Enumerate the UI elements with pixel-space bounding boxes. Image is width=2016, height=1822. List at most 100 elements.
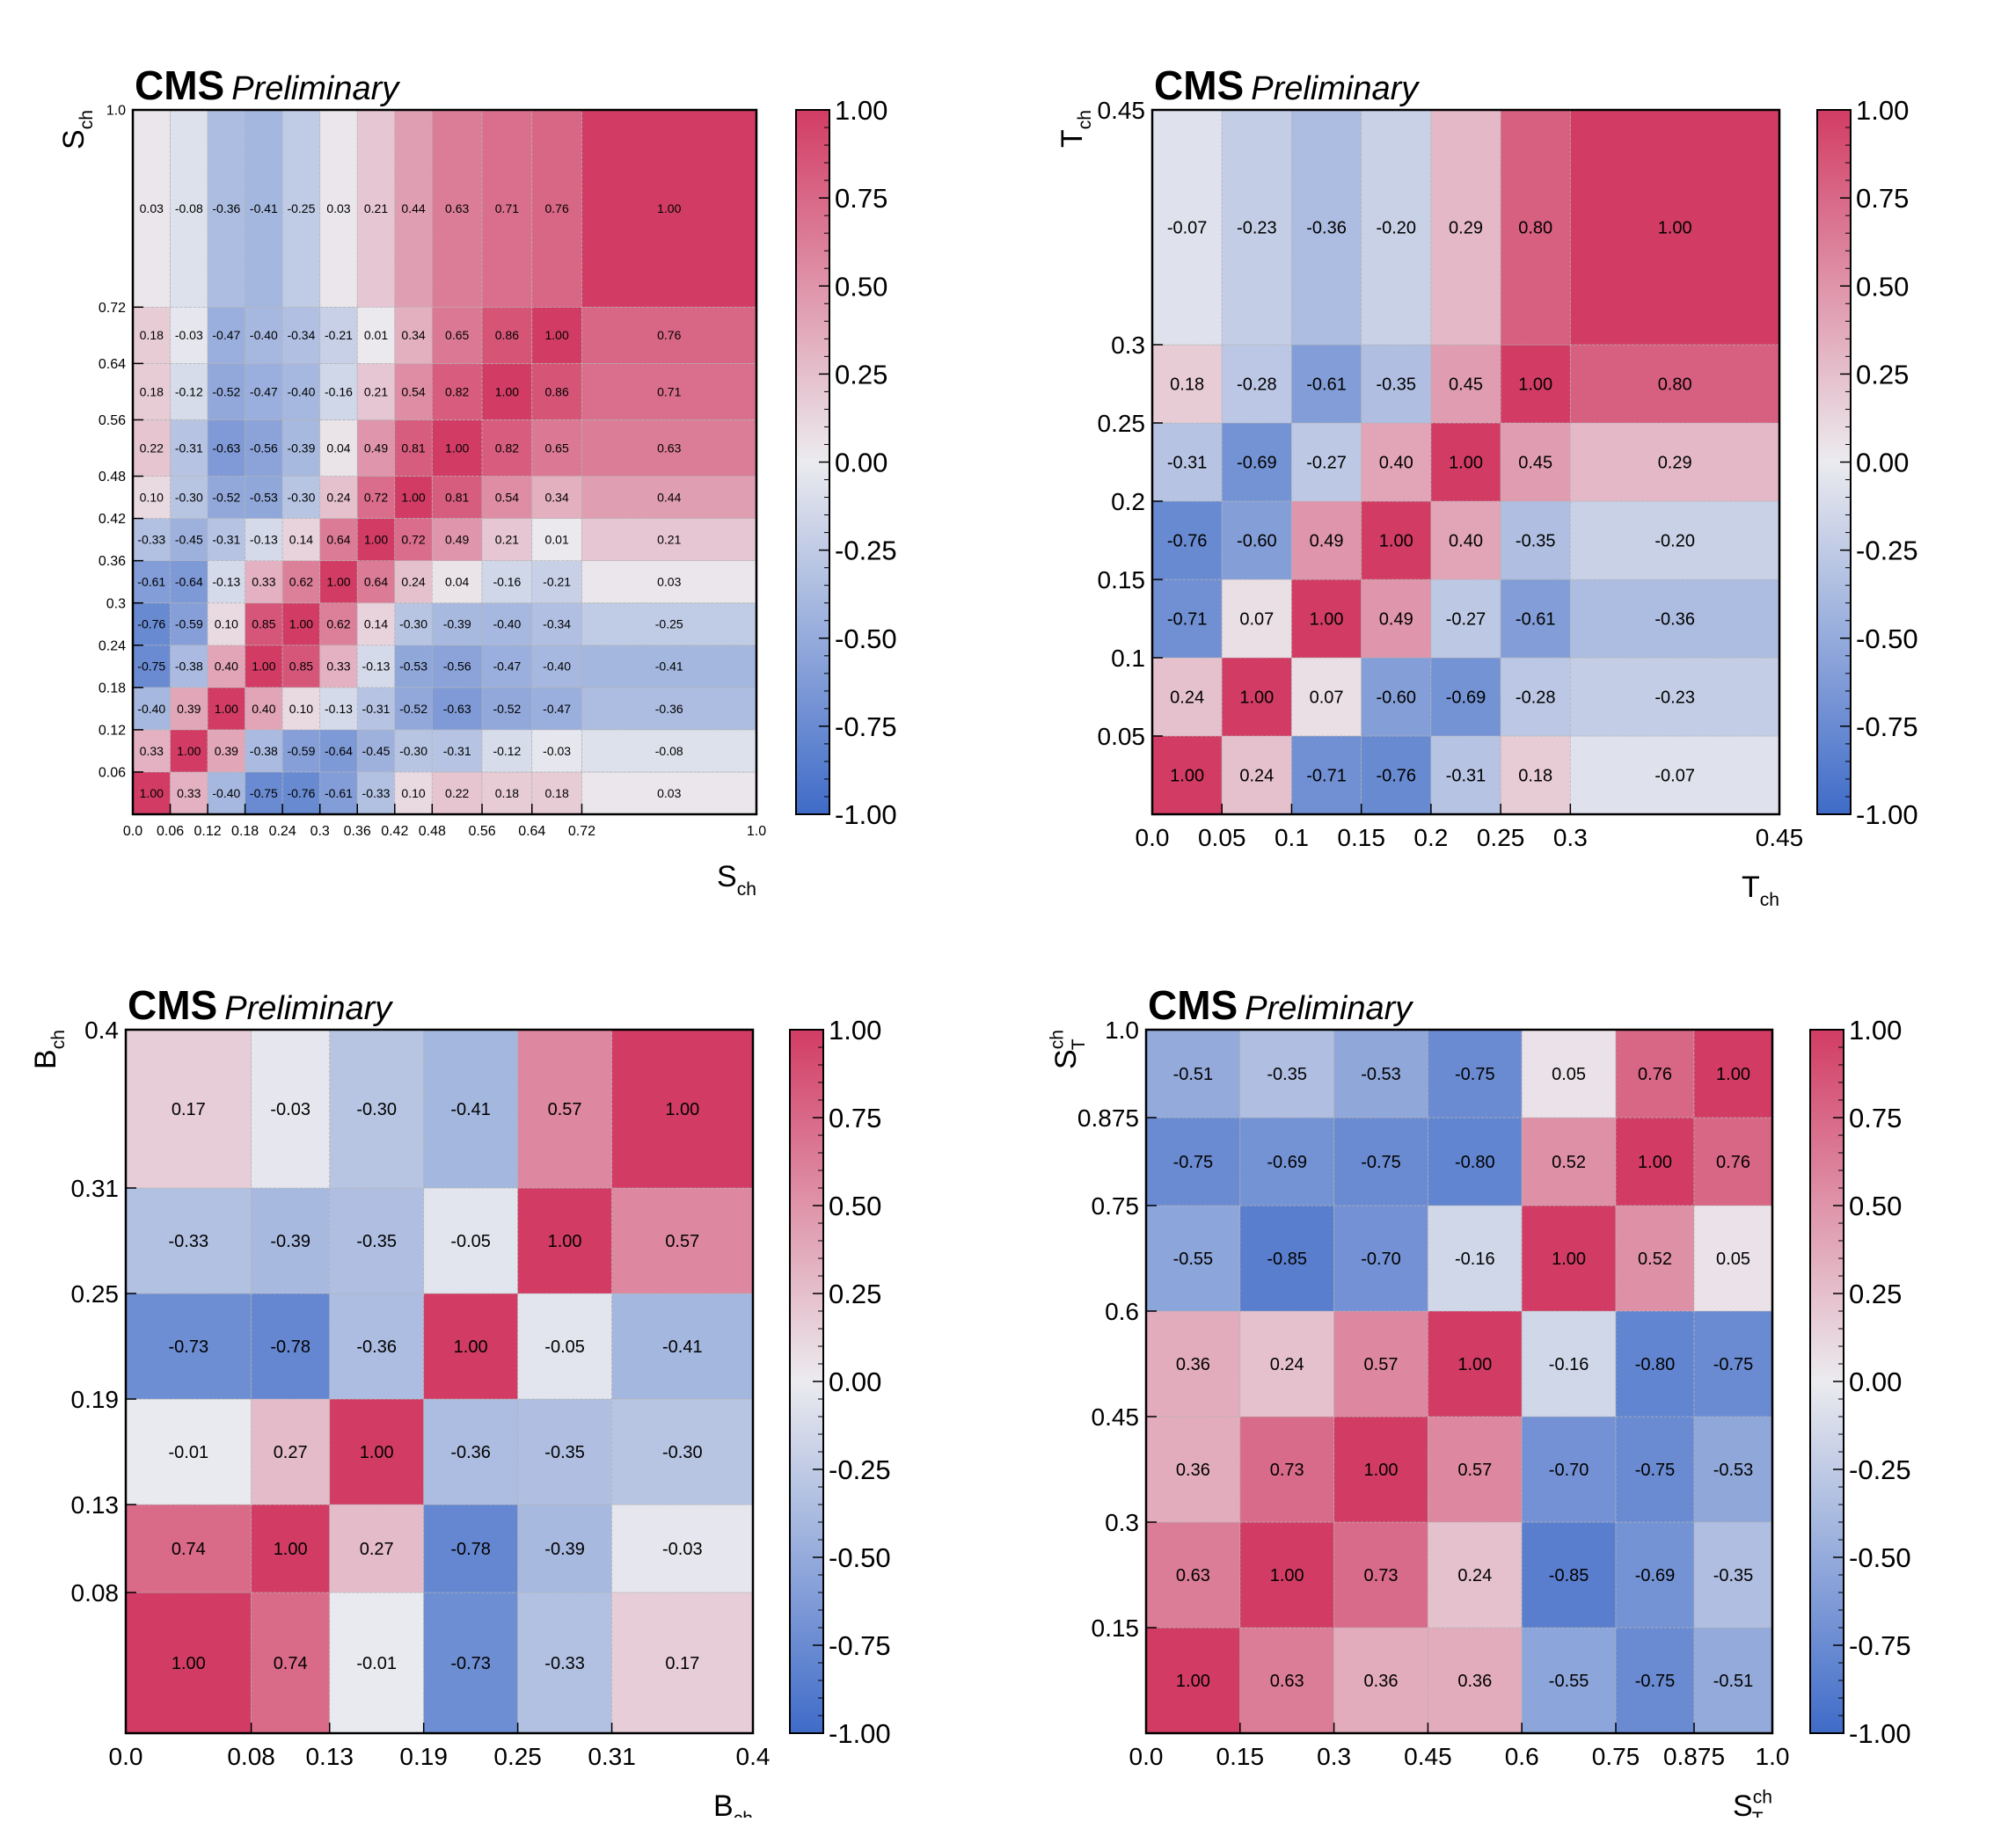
colorbar-tick-label: -1.00 <box>1849 1718 1911 1749</box>
cell-value-label: 0.03 <box>657 575 681 589</box>
cell-value-label: -0.60 <box>1237 532 1277 551</box>
heatmap-cell <box>531 362 582 420</box>
heatmap-cell <box>319 419 358 477</box>
heatmap-cell <box>531 771 582 815</box>
cell-value-label: -0.20 <box>1654 532 1695 551</box>
x-tick-label: 0.48 <box>419 824 446 839</box>
cell-value-label: -0.76 <box>1376 767 1416 786</box>
cell-value-label: -0.30 <box>399 744 427 758</box>
cell-value-label: -0.73 <box>169 1337 209 1357</box>
heatmap-cell <box>517 1504 612 1593</box>
heatmap-cell <box>517 1592 612 1734</box>
heatmap-cell <box>531 109 582 308</box>
heatmap-cell <box>394 306 433 364</box>
x-tick-label: 0.25 <box>1477 824 1525 851</box>
heatmap-cell <box>1428 1117 1523 1206</box>
cell-value-label: -0.30 <box>662 1443 703 1462</box>
cell-value-label: 0.82 <box>445 384 469 398</box>
heatmap-cell <box>245 729 283 773</box>
heatmap-cell <box>132 476 171 519</box>
cell-value-label: -0.33 <box>137 533 165 547</box>
heatmap-cell <box>481 729 533 773</box>
cell-value-label: 0.57 <box>665 1232 699 1251</box>
heatmap-cell <box>1239 1521 1335 1629</box>
heatmap-cell <box>245 518 283 562</box>
cell-value-label: -0.31 <box>1446 767 1486 786</box>
heatmap-cell <box>1239 1205 1335 1312</box>
heatmap-cell <box>611 1187 754 1294</box>
cell-value-label: -0.30 <box>399 617 427 631</box>
cell-value-label: -0.03 <box>543 744 571 758</box>
heatmap-cell <box>1693 1310 1773 1418</box>
cell-value-label: -0.52 <box>212 490 240 504</box>
heatmap-cell <box>581 602 757 646</box>
cell-value-label: -0.52 <box>399 702 427 716</box>
cell-value-label: 0.40 <box>1449 532 1483 551</box>
heatmap-cell <box>394 771 433 815</box>
x-tick-label: 0.25 <box>493 1743 542 1770</box>
cell-value-label: -0.41 <box>250 201 278 215</box>
heatmap-cell <box>319 771 358 815</box>
cell-value-label: -0.39 <box>287 441 315 455</box>
cell-value-label: 0.39 <box>177 702 201 716</box>
heatmap-cell <box>281 419 321 477</box>
cell-value-label: 0.72 <box>364 490 388 504</box>
x-tick-label: 0.19 <box>399 1743 448 1770</box>
cell-value-label: -0.20 <box>1376 219 1416 238</box>
cell-value-label: 1.00 <box>326 575 350 589</box>
heatmap-cell <box>481 560 533 604</box>
y-tick-label: 0.42 <box>99 512 126 527</box>
cell-value-label: 0.24 <box>1170 689 1204 708</box>
cell-value-label: -0.75 <box>250 786 278 800</box>
heatmap-cell <box>423 1029 519 1189</box>
cell-value-label: -0.59 <box>175 617 203 631</box>
heatmap-cell <box>245 306 283 364</box>
cell-value-label: -0.30 <box>287 490 315 504</box>
cell-value-label: 0.21 <box>364 201 388 215</box>
y-tick-label: 0.2 <box>1111 488 1145 515</box>
cell-value-label: 1.00 <box>1239 689 1274 708</box>
x-tick-label: 0.0 <box>1129 1743 1164 1770</box>
heatmap-cell <box>531 306 582 364</box>
cell-value-label: -0.69 <box>1237 454 1277 473</box>
heatmap-cell <box>431 419 483 477</box>
x-tick-label: 0.64 <box>518 824 545 839</box>
heatmap-cell <box>1221 422 1292 502</box>
cell-value-label: -0.40 <box>137 702 165 716</box>
x-tick-label: 0.1 <box>1275 824 1309 851</box>
heatmap-cell <box>251 1187 331 1294</box>
heatmap-cell <box>1615 1310 1695 1418</box>
heatmap-cell <box>319 645 358 689</box>
cell-value-label: -0.21 <box>543 575 571 589</box>
cell-value-label: 1.00 <box>140 786 164 800</box>
heatmap-cell <box>1615 1117 1695 1206</box>
y-tick-label: 0.3 <box>1105 1509 1139 1536</box>
heatmap-cell <box>1291 579 1362 659</box>
cell-value-label: 1.00 <box>1379 532 1413 551</box>
y-tick-label: 0.18 <box>99 681 126 696</box>
cell-value-label: 0.57 <box>548 1100 582 1119</box>
heatmap-cell <box>356 362 396 420</box>
cell-value-label: 0.17 <box>172 1100 206 1119</box>
cell-value-label: -0.53 <box>399 660 427 674</box>
cms-preliminary-label: CMS Preliminary <box>135 62 400 108</box>
cell-value-label: -0.75 <box>137 660 165 674</box>
cell-value-label: 0.10 <box>401 786 425 800</box>
cell-value-label: -0.03 <box>662 1540 703 1559</box>
cms-preliminary-label: CMS Preliminary <box>1154 62 1420 108</box>
cell-value-label: -0.39 <box>270 1232 310 1251</box>
heatmap-cell <box>329 1592 425 1734</box>
cell-value-label: 1.00 <box>1176 1672 1210 1691</box>
cell-value-label: 0.54 <box>495 490 519 504</box>
cell-value-label: 0.80 <box>1658 375 1692 395</box>
cell-value-label: 0.36 <box>1364 1672 1399 1691</box>
heatmap-cell <box>281 518 321 562</box>
cell-value-label: 0.40 <box>1379 454 1413 473</box>
y-tick-label: 0.875 <box>1077 1104 1139 1132</box>
heatmap-panel-3: 1.00 0.74 -0.01 -0.73 -0.33 0.17 0.74 1.00 0.27 -… <box>29 982 891 1822</box>
colorbar-tick-label: 0.75 <box>1849 1103 1902 1133</box>
heatmap-cell <box>431 362 483 420</box>
cell-value-label: -0.05 <box>450 1232 491 1251</box>
heatmap-cell <box>1151 109 1223 346</box>
